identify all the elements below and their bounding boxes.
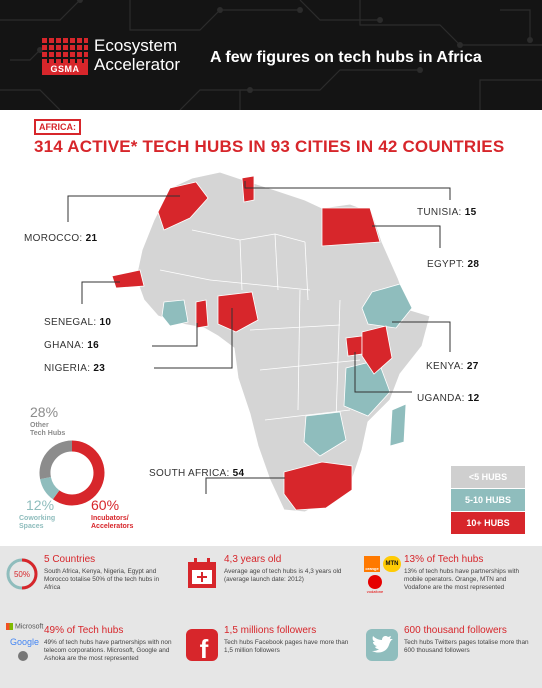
header-banner: GSMA Ecosystem Accelerator A few figures… [0, 0, 542, 110]
region-senegal [111, 269, 145, 289]
donut-pct-incubators: 60% [91, 497, 120, 513]
donut-slice-coworking [40, 476, 60, 500]
stat-title: 600 thousand followers [404, 625, 507, 636]
donut-pct-coworking: 12% [26, 497, 55, 513]
mtn-logo: MTN [383, 556, 401, 572]
label-egypt: EGYPT: 28 [427, 259, 480, 270]
hub-count: 314 [34, 137, 63, 156]
legend-high: 10+ HUBS [451, 512, 525, 534]
stat-facebook: f 1,5 millions followers Tech hubs Faceb… [180, 617, 360, 688]
legend-mid: 5-10 HUBS [451, 489, 525, 511]
stat-title: 5 Countries [44, 554, 96, 565]
stat-age: 4,3 years old Average age of tech hubs i… [180, 546, 360, 617]
stat-desc: Average age of tech hubs is 4,3 years ol… [224, 568, 342, 583]
donut-label-incubators: Incubators/Accelerators [91, 515, 134, 530]
facebook-icon: f [186, 629, 218, 663]
stat-desc: 13% of tech hubs have partnerships with … [404, 568, 520, 591]
region-south-africa [283, 461, 353, 511]
page-headline: A few figures on tech hubs in Africa [210, 49, 482, 66]
main-title: 314 ACTIVE* TECH HUBS IN 93 CITIES IN 42… [34, 137, 504, 157]
donut-label-coworking: Coworking Spaces [19, 515, 56, 530]
svg-text:f: f [200, 634, 209, 663]
stat-desc: Tech hubs Facebook pages have more than … [224, 639, 349, 654]
stat-title: 4,3 years old [224, 554, 282, 565]
label-nigeria: NIGERIA: 23 [44, 363, 106, 374]
africa-map [111, 171, 431, 513]
label-kenya: KENYA: 27 [426, 361, 479, 372]
region-zambia-zimbabwe [303, 411, 347, 457]
hub-type-donut [39, 440, 105, 506]
calendar-icon [188, 558, 216, 588]
stat-desc: 49% of tech hubs have partnerships with … [44, 639, 172, 662]
stat-title: 13% of Tech hubs [404, 554, 484, 565]
ashoka-logo [18, 651, 28, 661]
stat-desc: South Africa, Kenya, Nigeria, Egypt and … [44, 568, 160, 591]
program-line-2: Accelerator [94, 55, 180, 74]
program-name: Ecosystem Accelerator [94, 36, 180, 74]
stat-desc: Tech hubs Twitters pages totalise more t… [404, 639, 529, 654]
program-line-1: Ecosystem [94, 36, 178, 55]
gsma-logo-text: GSMA [42, 63, 88, 75]
region-uganda [345, 335, 363, 357]
donut-label-other: Other Tech Hubs [30, 422, 66, 437]
region-egypt [321, 207, 381, 247]
stat-twitter: 600 thousand followers Tech hubs Twitter… [360, 617, 540, 688]
google-logo: Google [10, 637, 40, 647]
stat-corporations: Microsoft Google 49% of Tech hubs 49% of… [0, 617, 180, 688]
donut-pct-other: 28% [30, 404, 59, 420]
operator-logos-icon: orange MTN vodafone [364, 556, 401, 594]
twitter-icon [366, 629, 398, 661]
region-ghana [195, 299, 209, 329]
fifty-percent-icon: 50% [6, 558, 38, 590]
gsma-logo: GSMA [42, 36, 88, 76]
label-south-africa: SOUTH AFRICA: 54 [149, 468, 245, 479]
stat-title: 1,5 millions followers [224, 625, 317, 636]
stats-panel: 50% 5 Countries South Africa, Kenya, Nig… [0, 546, 542, 688]
label-tunisia: TUNISIA: 15 [417, 207, 477, 218]
region-madagascar [389, 403, 407, 447]
donut-slice-incubators [52, 440, 105, 506]
gsma-grid-mark [42, 36, 88, 64]
vodafone-logo-text: vodafone [366, 589, 384, 594]
title-text: ACTIVE* TECH HUBS IN 93 CITIES IN 42 COU… [62, 137, 505, 156]
region-tag: AFRICA: [34, 119, 81, 135]
label-uganda: UGANDA: 12 [417, 393, 480, 404]
stat-title: 49% of Tech hubs [44, 625, 124, 636]
label-ghana: GHANA: 16 [44, 340, 99, 351]
svg-text:50%: 50% [14, 570, 30, 579]
region-tunisia [241, 175, 255, 203]
tech-logos-icon: Microsoft Google [6, 623, 43, 661]
stat-five-countries: 50% 5 Countries South Africa, Kenya, Nig… [0, 546, 180, 617]
region-ivory-coast [161, 299, 189, 327]
orange-logo: orange [364, 556, 380, 572]
label-morocco: MOROCCO: 21 [24, 233, 98, 244]
donut-slice-other [39, 440, 73, 480]
legend-low: <5 HUBS [451, 466, 525, 488]
stat-operators: orange MTN vodafone 13% of Tech hubs 13%… [360, 546, 540, 617]
label-senegal: SENEGAL: 10 [44, 317, 112, 328]
circuit-pattern [0, 0, 542, 110]
microsoft-logo: Microsoft [6, 623, 43, 630]
vodafone-logo [368, 575, 382, 589]
